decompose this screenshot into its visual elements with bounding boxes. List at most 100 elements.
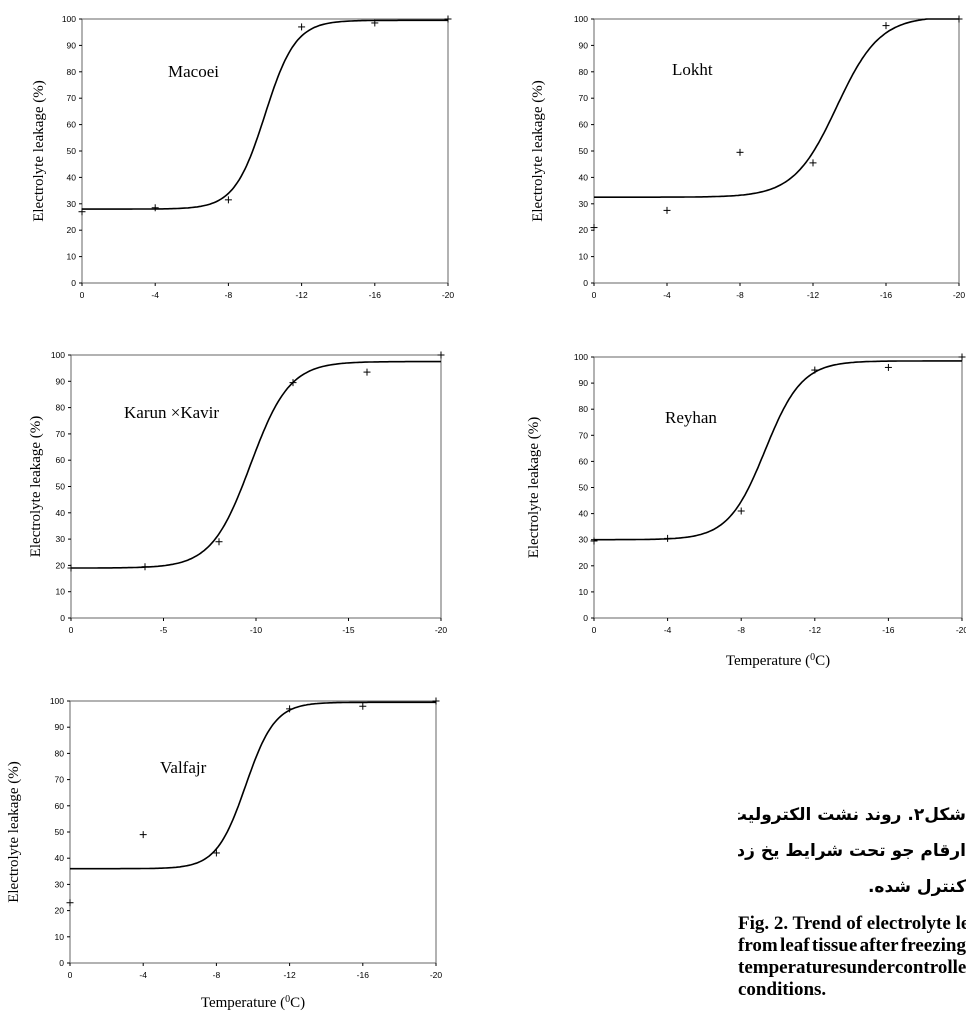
caption-persian-line-2: ارقام جو تحت شرایط یخ زدگی در محیط [738, 841, 966, 861]
data-point [955, 15, 963, 23]
data-point [664, 534, 672, 542]
data-point [811, 366, 819, 374]
x-tick-label: -20 [953, 290, 966, 300]
plot-frame [81, 18, 449, 284]
data-point [298, 23, 306, 31]
y-tick-label: 70 [579, 430, 589, 440]
x-tick-label: -20 [430, 970, 443, 980]
y-axis-label: Electrolyte leakage (%) [526, 417, 542, 559]
caption-english-line-4: conditions. [738, 979, 827, 1000]
chart-panel-4: 0 10 20 30 40 50 60 70 80 90 100 0 -4 -8 -12 -16 -20 Reyh… [526, 352, 966, 669]
y-tick-label: 80 [579, 67, 589, 77]
x-tick-label: -16 [880, 290, 893, 300]
y-tick-label: 50 [55, 827, 65, 837]
y-tick-label: 40 [67, 172, 77, 182]
chart-panel-1: 0 10 20 30 40 50 60 70 80 90 100 0 -4 -8 -12 -16 -20 Maco… [31, 14, 454, 300]
y-tick-label: 30 [55, 879, 65, 889]
y-tick-label: 50 [67, 146, 77, 156]
y-tick-label: 80 [67, 67, 77, 77]
data-point [737, 507, 745, 515]
caption-english: Fig. 2. Trend of electrolyte leakage fro… [738, 913, 966, 1001]
x-tick-label: -12 [809, 625, 822, 635]
fitted-curve [71, 360, 441, 569]
y-tick-label: 20 [56, 560, 66, 570]
caption-word: leaf [780, 935, 810, 956]
caption-word: controlled [894, 957, 966, 978]
y-tick-label: 0 [71, 278, 76, 288]
chart-panel-5: 0 10 20 30 40 50 60 70 80 90 100 0 -4 -8 -12 -16 -20 Valf… [6, 696, 442, 1011]
panel-title: Lokht [672, 60, 713, 79]
data-point [141, 563, 149, 571]
data-point [67, 564, 75, 572]
fitted-curve [594, 18, 959, 198]
data-point [215, 538, 223, 546]
y-tick-label: 80 [56, 403, 66, 413]
caption-word: tissue [811, 935, 858, 956]
x-tick-label: 0 [68, 970, 73, 980]
caption-word: after [859, 935, 899, 956]
y-tick-label: 80 [579, 404, 589, 414]
data-point [736, 148, 744, 156]
plot-frame [69, 700, 437, 964]
y-tick-label: 50 [579, 146, 589, 156]
panel-title: Reyhan [665, 408, 717, 427]
data-point [359, 702, 367, 710]
data-point [958, 353, 966, 361]
y-tick-label: 20 [579, 561, 589, 571]
y-tick-label: 60 [55, 801, 65, 811]
y-tick-label: 100 [50, 696, 64, 706]
y-tick-label: 30 [56, 534, 66, 544]
y-tick-label: 90 [579, 40, 589, 50]
y-axis-label: Electrolyte leakage (%) [530, 80, 546, 222]
y-tick-label: 20 [55, 906, 65, 916]
y-tick-label: 10 [579, 252, 589, 262]
y-tick-label: 10 [56, 587, 66, 597]
x-tick-label: -12 [283, 970, 296, 980]
y-tick-label: 70 [55, 775, 65, 785]
panel-title: Valfajr [160, 758, 207, 777]
fitted-curve [82, 19, 448, 210]
y-tick-label: 70 [56, 429, 66, 439]
data-point [590, 224, 598, 232]
caption-english-line-1: Fig. 2. Trend of electrolyte leakage [738, 913, 966, 934]
y-tick-label: 20 [579, 225, 589, 235]
data-point [212, 849, 220, 857]
data-point [371, 19, 379, 27]
y-tick-label: 100 [62, 14, 76, 24]
x-tick-label: -20 [956, 625, 966, 635]
y-tick-label: 90 [55, 722, 65, 732]
caption-persian-line-3: کنترل شده. [867, 877, 966, 897]
y-axis-label: Electrolyte leakage (%) [6, 761, 22, 903]
y-tick-label: 0 [59, 958, 64, 968]
data-point [289, 379, 297, 387]
y-tick-label: 70 [579, 93, 589, 103]
y-tick-label: 40 [579, 172, 589, 182]
caption-word: from [738, 935, 778, 956]
y-tick-label: 0 [583, 278, 588, 288]
x-tick-label: -10 [250, 625, 263, 635]
data-point [78, 208, 86, 216]
y-tick-label: 0 [60, 613, 65, 623]
data-point [884, 363, 892, 371]
chart-panel-3: 0 10 20 30 40 50 60 70 80 90 100 0 -5 -10 -15 -20 Karun … [28, 350, 447, 635]
data-point [437, 351, 445, 359]
caption-word: freezing [900, 935, 966, 956]
y-tick-label: 10 [579, 587, 589, 597]
y-tick-label: 30 [579, 199, 589, 209]
x-axis-label: Temperature (0C) [726, 652, 830, 670]
x-tick-label: -8 [213, 970, 221, 980]
x-tick-label: -4 [151, 290, 159, 300]
data-point [151, 204, 159, 212]
x-tick-label: -4 [663, 290, 671, 300]
y-tick-label: 90 [67, 40, 77, 50]
caption-persian-line-1: شکل۲. روند نشت الکترولیت‌ها از بافت برگ [738, 805, 966, 825]
x-tick-label: 0 [592, 290, 597, 300]
data-point [363, 368, 371, 376]
chart-panel-2: 0 10 20 30 40 50 60 70 80 90 100 0 -4 -8 -12 -16 -20 Lokh… [530, 14, 965, 300]
caption-word: temperatures [738, 957, 847, 978]
data-point [663, 206, 671, 214]
y-tick-label: 10 [67, 252, 77, 262]
caption-english-line-2: from leaf tissue after freezing [738, 935, 966, 957]
y-tick-label: 40 [55, 853, 65, 863]
